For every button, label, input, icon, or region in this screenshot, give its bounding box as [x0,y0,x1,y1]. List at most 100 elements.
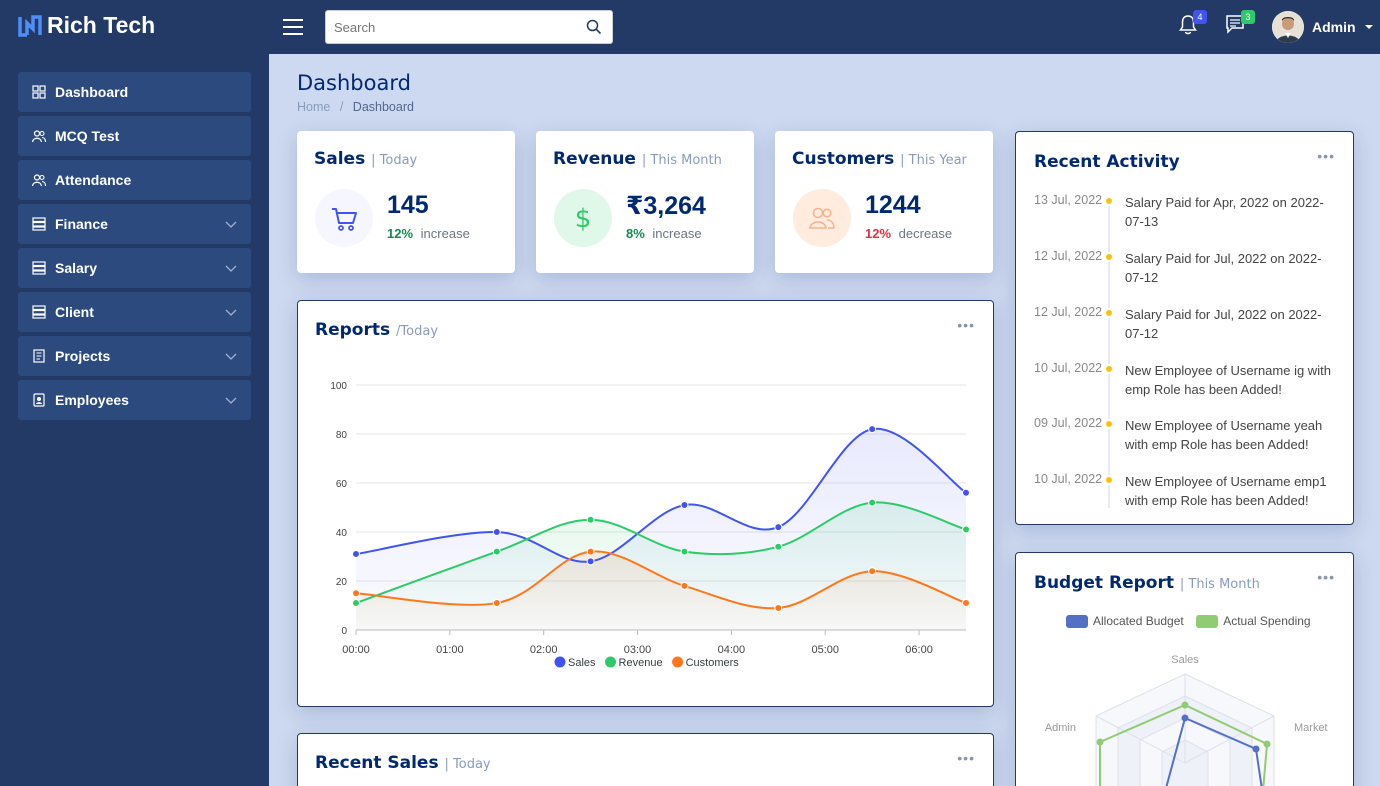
activity-date: 09 Jul, 2022 [1034,416,1103,430]
data-point-revenue[interactable] [680,547,689,556]
x-tick-label: 06:00 [905,644,933,656]
activity-dot-icon [1104,475,1114,485]
actual-spending-point [1096,738,1104,746]
budget-period: | This Month [1179,577,1260,592]
activity-text: Salary Paid for Jul, 2022 on 2022-07-12 [1125,251,1322,285]
legend-swatch [1196,614,1219,628]
legend-actual-spending[interactable]: Actual Spending [1196,614,1311,628]
data-point-customers[interactable] [962,599,970,608]
recent-sales-options-button[interactable]: ••• [957,750,975,766]
activity-dot-icon [1104,196,1114,206]
y-tick-label: 20 [336,577,348,588]
card-title: Sales | Today [314,149,417,169]
people-icon [32,129,46,143]
y-tick-label: 80 [336,430,348,441]
customers-icon-circle [793,189,851,247]
data-point-customers[interactable] [492,599,501,608]
data-point-sales[interactable] [352,550,360,559]
messages-button[interactable]: 3 [1225,10,1255,39]
sidebar-item-label: Salary [55,260,98,276]
people-icon [32,173,46,187]
more-dots-icon: ••• [1317,569,1335,585]
customers-change: 12% decrease [865,226,952,241]
sales-icon-circle [315,189,373,247]
notifications-badge: 4 [1193,10,1207,24]
breadcrumb-home-link[interactable]: Home [297,100,331,114]
allocated-budget-point [1252,745,1260,753]
sidebar-item-finance[interactable]: Finance [18,204,251,244]
budget-options-button[interactable]: ••• [1317,569,1335,585]
legend-customers[interactable]: Customers [672,656,739,670]
data-point-revenue[interactable] [586,515,595,524]
reports-chart: 0 20 40 60 80 100 00:00 01:00 02:00 03:00 04:00 05:… [330,381,970,670]
revenue-card-title: Revenue [553,149,636,169]
data-point-revenue[interactable] [868,498,877,507]
activity-options-button[interactable]: ••• [1317,148,1335,164]
data-point-customers[interactable] [586,547,595,556]
sales-change-pct: 12% [387,226,414,241]
data-point-customers[interactable] [868,567,877,576]
notifications-button[interactable]: 4 [1179,10,1207,41]
sidebar-item-projects[interactable]: Projects [18,336,251,376]
activity-text: New Employee of Username ig with emp Rol… [1125,363,1331,397]
activity-dot-icon [1104,308,1114,318]
data-point-revenue[interactable] [962,525,970,534]
legend-revenue[interactable]: Revenue [605,656,663,670]
search-box [325,10,613,44]
server-icon [32,305,46,319]
activity-dot-icon [1104,252,1114,262]
sidebar-item-client[interactable]: Client [18,292,251,332]
search-button[interactable] [586,19,602,40]
sidebar-item-label: Projects [55,348,111,364]
chevron-down-icon [225,353,237,360]
data-point-revenue[interactable] [492,547,501,556]
revenue-icon-circle: $ [554,189,612,247]
legend-sales[interactable]: Sales [554,656,597,670]
legend-label: Actual Spending [1223,614,1311,628]
sidebar-item-mcq-test[interactable]: MCQ Test [18,116,251,156]
data-point-sales[interactable] [492,528,501,536]
logo-icon [18,14,42,37]
breadcrumb-separator: / [339,100,344,114]
sidebar-item-attendance[interactable]: Attendance [18,160,251,200]
menu-toggle-button[interactable] [281,15,305,39]
activity-date: 10 Jul, 2022 [1034,361,1103,375]
legend-swatch [1066,614,1088,628]
reports-options-button[interactable]: ••• [957,317,975,333]
brand-logo[interactable]: Rich Tech [18,12,155,39]
sidebar-item-label: Dashboard [55,84,129,100]
sidebar-item-salary[interactable]: Salary [18,248,251,288]
data-point-sales[interactable] [868,425,877,434]
data-point-revenue[interactable] [774,542,783,551]
x-tick-label: 05:00 [811,644,839,656]
search-input[interactable] [326,11,576,43]
radar-axis-label: Admin [1045,722,1076,734]
recent-sales-period: | Today [444,757,491,772]
chevron-down-icon [225,397,237,404]
caret-down-icon [1364,25,1373,29]
data-point-sales[interactable] [962,488,970,497]
data-point-sales[interactable] [680,501,689,510]
sidebar-item-dashboard[interactable]: Dashboard [18,72,251,112]
data-point-revenue[interactable] [352,599,360,608]
avatar [1272,11,1304,43]
server-icon [32,261,46,275]
radar-axis-label: Market [1294,722,1328,734]
data-point-customers[interactable] [774,603,783,612]
user-profile-dropdown[interactable]: Admin [1272,11,1376,43]
customers-value: 1244 [865,191,921,219]
data-point-sales[interactable] [586,557,595,566]
reports-card: Reports /Today ••• 0 20 40 60 80 100 00:00 01:0… [297,300,994,707]
breadcrumb-current: Dashboard [352,100,414,114]
sidebar-item-employees[interactable]: Employees [18,380,251,420]
card-title: Reports /Today [315,320,438,340]
data-point-sales[interactable] [774,523,783,532]
sales-card: Sales | Today 145 12% increase [297,131,515,273]
customers-card-period: | This Year [900,153,967,168]
data-point-customers[interactable] [352,589,360,598]
svg-text:$: $ [575,204,592,233]
data-point-customers[interactable] [680,581,689,590]
legend-allocated-budget[interactable]: Allocated Budget [1066,614,1184,628]
more-dots-icon: ••• [1317,148,1335,164]
x-tick-label: 01:00 [436,644,464,656]
